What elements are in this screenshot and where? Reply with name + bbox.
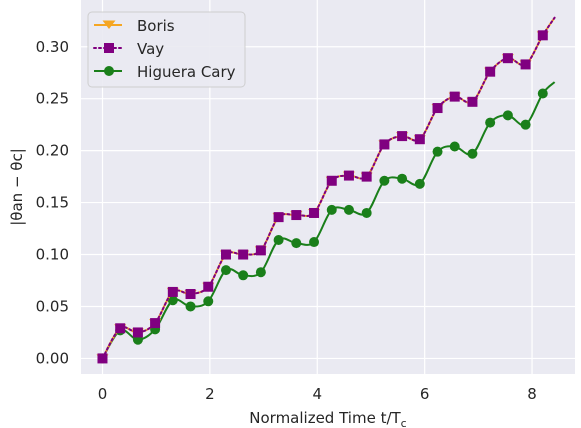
data-point <box>414 134 425 145</box>
ticks: 0 2 4 6 8 0.00 0.05 0.10 0.15 0.20 0.25 0.30 <box>36 38 537 403</box>
y-tick-label: 0.05 <box>36 297 69 315</box>
data-point <box>185 301 196 312</box>
data-point <box>273 212 284 223</box>
data-point <box>220 249 231 260</box>
y-tick-label: 0.00 <box>36 349 69 367</box>
data-point <box>97 353 108 364</box>
data-point <box>185 289 196 300</box>
series-layer <box>96 16 556 364</box>
data-point <box>449 91 460 102</box>
y-tick-label: 0.30 <box>36 38 69 56</box>
x-tick-label: 2 <box>205 385 215 403</box>
data-point <box>502 110 513 121</box>
data-point <box>291 238 302 249</box>
data-point <box>379 175 390 186</box>
legend-label-boris: Boris <box>137 17 175 35</box>
legend-marker-vay <box>104 43 114 53</box>
legend-marker-boris <box>102 20 116 29</box>
grid <box>81 0 575 374</box>
data-point <box>326 204 337 215</box>
data-point <box>309 207 320 218</box>
data-point <box>167 286 178 297</box>
data-point <box>361 207 372 218</box>
series-vay <box>97 16 556 364</box>
data-point <box>361 171 372 182</box>
data-point <box>203 281 214 292</box>
data-point <box>255 245 266 256</box>
x-tick-label: 6 <box>420 385 430 403</box>
data-point <box>238 249 249 260</box>
legend-label-higuera-cary: Higuera Cary <box>137 63 236 81</box>
data-point <box>255 267 266 278</box>
y-axis-label: |θan − θc| <box>8 148 26 226</box>
data-point <box>150 318 161 329</box>
data-point <box>132 327 143 338</box>
data-point <box>343 204 354 215</box>
data-point <box>397 131 408 142</box>
y-tick-label: 0.20 <box>36 142 69 160</box>
legend-marker-higuera-cary <box>104 66 114 76</box>
data-point <box>537 88 548 99</box>
legend: Boris Vay Higuera Cary <box>87 11 246 88</box>
y-tick-label: 0.10 <box>36 246 69 264</box>
y-tick-label: 0.25 <box>36 90 69 108</box>
data-point <box>520 59 531 70</box>
data-point <box>520 119 531 130</box>
data-point <box>326 175 337 186</box>
data-point <box>485 66 496 77</box>
y-tick-label: 0.15 <box>36 194 69 212</box>
data-point <box>467 148 478 159</box>
x-axis-label-text: Normalized Time t/T <box>249 409 401 427</box>
data-point <box>309 237 320 248</box>
legend-label-vay: Vay <box>137 40 164 58</box>
data-point <box>397 173 408 184</box>
data-point <box>449 141 460 152</box>
x-tick-label: 4 <box>312 385 322 403</box>
data-point <box>203 296 214 307</box>
data-point <box>115 323 126 334</box>
x-tick-label: 8 <box>527 385 537 403</box>
data-point <box>414 178 425 189</box>
data-point <box>467 96 478 107</box>
data-point <box>485 117 496 128</box>
data-point <box>167 295 178 306</box>
data-point <box>502 53 513 64</box>
data-point <box>343 170 354 181</box>
data-point <box>379 139 390 150</box>
data-point <box>273 234 284 245</box>
data-point <box>432 103 443 114</box>
data-point <box>537 30 548 41</box>
data-point <box>291 210 302 221</box>
data-point <box>220 265 231 276</box>
x-tick-label: 0 <box>98 385 108 403</box>
x-axis-label: Normalized Time t/Tc <box>249 409 406 428</box>
x-axis-label-subscript: c <box>401 417 407 428</box>
data-point <box>238 270 249 281</box>
data-point <box>432 146 443 157</box>
legend-box <box>87 11 246 88</box>
